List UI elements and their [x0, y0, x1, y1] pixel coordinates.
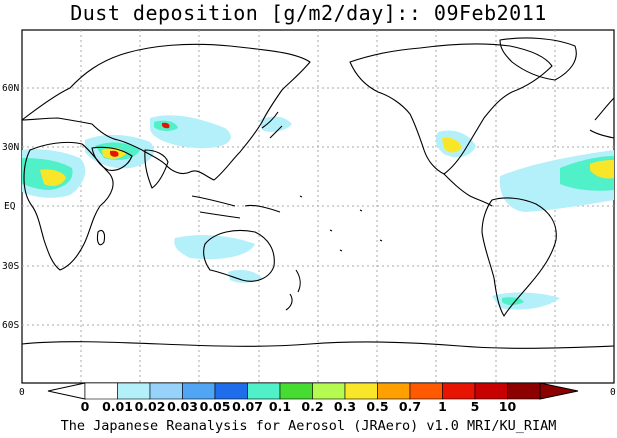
colorbar-label: 0.5 — [366, 399, 388, 414]
dust-west-africa-high — [40, 169, 66, 186]
colorbar-label: 0.05 — [200, 399, 231, 414]
colorbar-label: 0 — [81, 399, 90, 414]
colorbar-swatch — [279, 382, 313, 400]
dust-south-australia — [228, 270, 262, 283]
coast-south-america — [481, 197, 557, 317]
coastlines — [21, 37, 615, 349]
colorbar-label: 0.07 — [232, 399, 263, 414]
lat-label-30s: 30S — [2, 261, 19, 272]
coast-antarctica — [21, 341, 615, 349]
colorbar-swatch — [149, 382, 183, 400]
colorbar-swatch — [214, 382, 248, 400]
coast-north-america — [349, 43, 553, 175]
dust-shading — [22, 115, 614, 310]
colorbar: 0 0.01 0.02 0.03 0.05 0.07 0.1 0.2 0.3 0.5 0.7 1 5 10 — [47, 382, 579, 414]
colorbar-label: 0.2 — [301, 399, 323, 414]
lat-label-60s: 60S — [2, 320, 19, 331]
colorbar-arrow-left — [47, 382, 86, 400]
dust-east-asia — [260, 116, 292, 132]
coast-madagascar — [96, 229, 106, 246]
colorbar-swatch — [117, 382, 151, 400]
colorbar-label: 5 — [471, 399, 480, 414]
colorbar-label: 0.7 — [399, 399, 421, 414]
coast-new-zealand — [285, 269, 301, 311]
coast-greenland — [499, 37, 577, 81]
lat-label-30n: 30N — [2, 142, 19, 153]
dust-taklimakan-peak — [162, 122, 170, 129]
colorbar-label: 0.1 — [269, 399, 291, 414]
lon-label-left: 0 — [19, 387, 25, 398]
footer-credit: The Japanese Reanalysis for Aerosol (JRA… — [60, 418, 557, 434]
map-title: Dust deposition [g/m2/day]:: 09Feb2011 — [70, 1, 547, 25]
coast-europe — [589, 97, 615, 139]
colorbar-label: 0.01 — [102, 399, 133, 414]
colorbar-swatch — [344, 382, 378, 400]
lat-label-60n: 60N — [2, 83, 19, 94]
lat-label-eq: EQ — [4, 201, 16, 212]
lon-label-right: 0 — [610, 387, 616, 398]
colorbar-swatch — [247, 382, 281, 400]
latitude-labels: 60N 30N EQ 30S 60S — [2, 83, 19, 331]
coast-eurasia — [21, 43, 311, 181]
colorbar-swatch — [442, 382, 476, 400]
dust-north-america-mid — [442, 137, 462, 153]
colorbar-swatch — [507, 382, 541, 400]
dust-patagonia-mid — [502, 297, 524, 305]
coast-australia — [203, 229, 275, 282]
dust-australia — [174, 235, 255, 260]
colorbar-swatch — [377, 382, 411, 400]
colorbar-label: 1 — [438, 399, 447, 414]
colorbar-label: 0.03 — [167, 399, 198, 414]
colorbar-swatch — [474, 382, 508, 400]
coast-pacific-islands — [299, 195, 383, 252]
colorbar-label: 10 — [499, 399, 517, 414]
colorbar-label: 0.3 — [334, 399, 356, 414]
colorbar-swatch — [312, 382, 346, 400]
coast-indonesia — [191, 195, 281, 219]
coast-india — [144, 149, 169, 189]
coast-central-america — [443, 173, 493, 207]
colorbar-arrow-right — [539, 382, 579, 400]
colorbar-label: 0.02 — [135, 399, 166, 414]
coast-japan — [261, 111, 283, 139]
dust-arabia-peak — [110, 150, 119, 157]
dust-patagonia — [492, 292, 560, 310]
dust-atlantic-high — [590, 160, 614, 179]
colorbar-swatch — [182, 382, 216, 400]
coast-arabia — [91, 146, 133, 171]
colorbar-swatch — [409, 382, 443, 400]
colorbar-swatch — [84, 382, 118, 400]
